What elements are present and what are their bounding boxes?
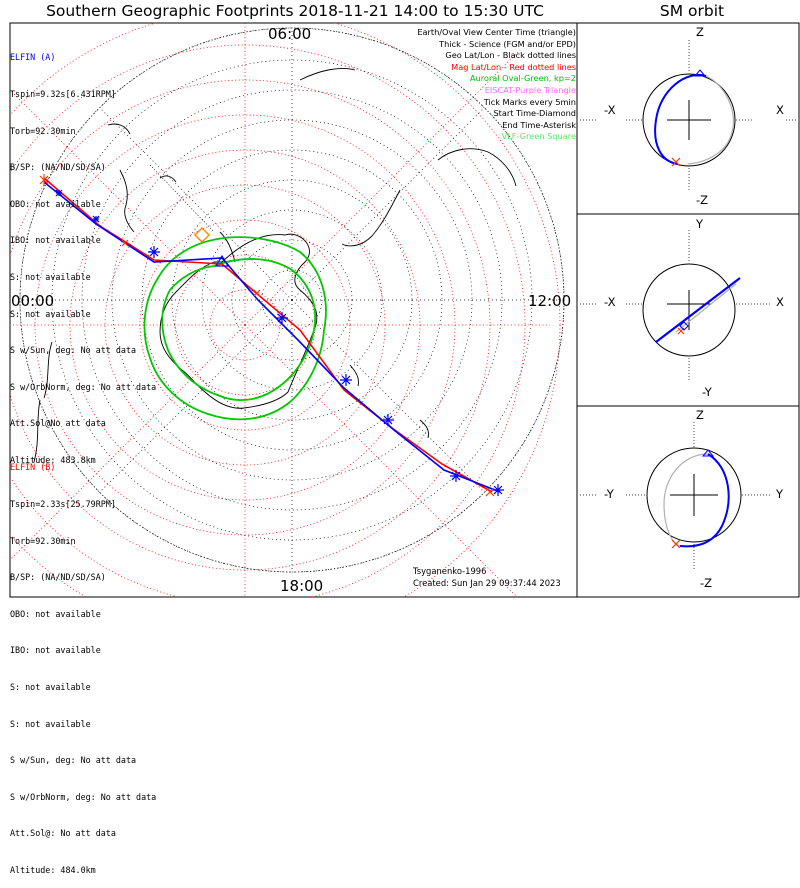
elfin-a-line: Tspin=9.32s[6.431RPM] [10,89,116,99]
sm3-left-label: -Y [604,487,614,501]
elfin-a-info: ELFIN (A) Tspin=9.32s[6.431RPM] Torb=92.… [10,27,156,478]
elfin-a-line: B/SP: (NA/ND/SD/SA) [10,162,106,173]
elfin-a-ticks [55,189,504,496]
polar-map [9,22,800,598]
elfin-a-line: OBO: not available [10,198,101,209]
auroral-oval [143,236,327,421]
hour-label-bottom: 18:00 [280,577,324,595]
hour-label-right: 12:00 [528,292,572,310]
elfin-b-track [43,177,493,493]
elfin-a-line: Att.Sol@No att data [10,418,106,429]
legend-item: Tick Marks every 5min [483,96,576,107]
legend-item: Thick - Science (FGM and/or EPD) [439,38,576,49]
footer: Tsyganenko-1996 Created: Sun Jan 29 09:3… [413,566,561,589]
elfin-a-line: S: not available [10,271,91,282]
start-diamond-marker [194,227,210,243]
view-center-triangle [214,254,230,267]
elfin-b-line: S: not available [10,681,91,692]
elfin-a-line: S: not available [10,308,91,319]
sm-panel-1 [580,40,797,192]
elfin-b-line: Torb=92.30min [10,535,76,546]
legend-item: Start Time-Diamond [493,108,576,119]
sm2-left-label: -X [604,295,616,309]
sm3-top-label: Z [696,408,704,422]
sm3-bottom-label: -Z [700,576,713,590]
sm2-right-label: X [776,295,784,309]
elfin-a-line: S w/Sun, deg: No att data [10,345,137,356]
elfin-b-line: Altitude: 484.0km [10,864,96,875]
map-boundary [19,27,565,573]
elfin-b-line: S: not available [10,718,91,729]
legend: Earth/Oval View Center Time (triangle) T… [417,27,576,143]
elfin-a-name: ELFIN (A) [10,52,56,63]
sm1-left-label: -X [604,103,616,117]
elfin-a-line: Altitude: 483.8km [10,454,96,465]
plot-title: Southern Geographic Footprints 2018-11-2… [46,2,544,20]
elfin-b-ticks [39,174,495,497]
elfin-b-info: ELFIN (B) Tspin=2.33s[25.79RPM] Torb=92.… [10,437,156,888]
sm1-bottom-label: -Z [696,193,709,207]
legend-item: Mag Lat/Lon - Red dotted lines [451,61,576,72]
elfin-b-line: Tspin=2.33s[25.79RPM] [10,499,116,509]
legend-item: Geo Lat/Lon - Black dotted lines [445,50,576,61]
model-label: Tsyganenko-1996 [413,566,487,576]
sm1-right-label: X [776,103,784,117]
sm-frame [576,22,800,598]
hour-label-left: 00:00 [11,292,55,310]
elfin-a-line: IBO: not available [10,235,101,246]
elfin-b-line: B/SP: (NA/ND/SD/SA) [10,572,106,583]
sm-panel-3 [580,422,770,570]
legend-item: End Time-Asterisk [502,119,576,130]
elfin-b-line: IBO: not available [10,645,101,656]
coastlines [33,68,517,463]
elfin-b-name: ELFIN (B) [10,462,56,473]
mag-grid [10,23,561,597]
sm3-right-label: Y [776,487,784,501]
sm-orbit-title: SM orbit [659,2,725,20]
elfin-b-line: OBO: not available [10,608,101,619]
sm-panel-2 [580,230,770,382]
hour-label-top: 06:00 [268,25,312,43]
elfin-b-line: S w/OrbNorm, deg: No att data [10,791,157,802]
legend-item: VLF-Green Square [501,131,576,142]
legend-item: EISCAT-Purple Triangle [484,84,576,95]
created-label: Created: Sun Jan 29 09:37:44 2023 [413,577,561,588]
elfin-a-line: Torb=92.30min [10,125,76,136]
legend-item: Auroral Oval-Green, kp=2 [469,73,576,84]
sm2-top-label: Y [696,217,704,231]
view-line [149,164,215,233]
elfin-b-line: Att.Sol@: No att data [10,828,116,839]
sm1-top-label: Z [696,25,704,39]
elfin-a-line: S w/OrbNorm, deg: No att data [10,381,157,392]
sm2-bottom-label: -Y [702,385,712,399]
legend-item: Earth/Oval View Center Time (triangle) [417,27,576,37]
elfin-b-line: S w/Sun, deg: No att data [10,755,137,766]
